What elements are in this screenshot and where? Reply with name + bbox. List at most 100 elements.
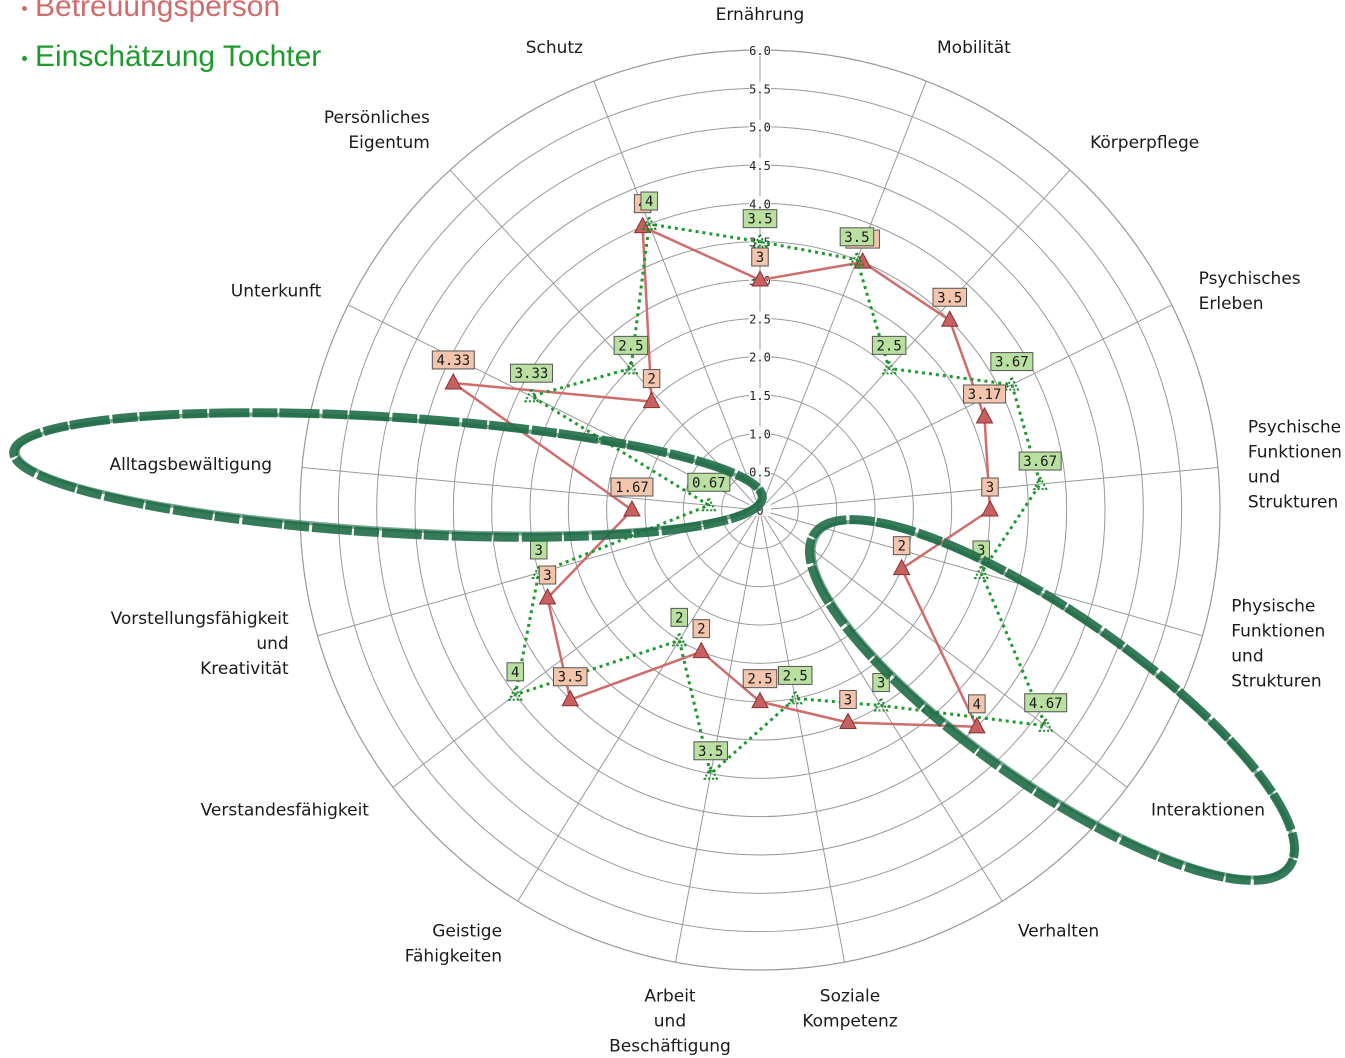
category-label-psychisches: Erleben (1199, 294, 1264, 314)
data-point[interactable] (703, 764, 719, 780)
tick-label: 5.0 (749, 121, 771, 135)
data-point[interactable] (849, 250, 865, 266)
category-label-arbeit: und (654, 1012, 686, 1032)
value-label-box (506, 662, 525, 682)
grid-spoke (517, 509, 761, 902)
data-point[interactable] (623, 499, 641, 517)
data-point[interactable] (561, 689, 580, 707)
tick-label: 2.5 (749, 312, 771, 326)
data-point[interactable] (1004, 375, 1020, 391)
highlight-ellipse (9, 408, 767, 542)
value-label-box (610, 477, 654, 497)
data-point[interactable] (751, 269, 769, 287)
data-point[interactable] (968, 716, 986, 734)
highlight-ellipse (15, 412, 763, 536)
data-point[interactable] (751, 691, 769, 709)
series-einschätzung-tochter (507, 214, 1054, 780)
legend-marker-tochter (22, 55, 27, 61)
grid-spoke (593, 80, 761, 511)
legend-item-tochter[interactable]: Einschätzung Tochter (22, 32, 321, 82)
category-label-psychische: Psychische (1248, 417, 1341, 437)
grid-spoke (759, 304, 1172, 511)
grid-spoke (759, 509, 1128, 788)
category-label-psychische: und (1248, 467, 1280, 487)
data-point[interactable] (752, 232, 768, 248)
category-label-unterkunft: Unterkunft (231, 282, 322, 302)
data-point[interactable] (1038, 716, 1054, 732)
value-label: 2.5 (747, 672, 772, 688)
data-point[interactable] (671, 631, 687, 647)
value-label-box (990, 352, 1034, 372)
data-point[interactable] (641, 214, 657, 231)
data-point[interactable] (642, 391, 661, 409)
data-point[interactable] (623, 359, 639, 375)
value-label-box (871, 335, 907, 355)
category-label-vorstellungsfähigkeit: und (256, 634, 288, 654)
category-label-physische: Physische (1231, 597, 1315, 617)
data-point[interactable] (1032, 474, 1048, 491)
tick-label: 4.5 (749, 159, 771, 173)
legend-label-betreuungsperson: Betreuungsperson (35, 0, 281, 23)
legend: Betreuungsperson Einschätzung Tochter (22, 0, 321, 82)
value-label-box (742, 669, 778, 689)
category-label-physische: und (1231, 647, 1263, 667)
highlight-ellipse (811, 519, 1296, 880)
data-point[interactable] (975, 406, 994, 424)
value-label-box (640, 191, 658, 211)
data-point[interactable] (787, 689, 803, 705)
category-label-arbeit: Arbeit (644, 987, 696, 1007)
category-label-persönliches: Eigentum (348, 133, 430, 153)
value-label: 3.5 (698, 744, 723, 760)
data-point[interactable] (701, 496, 717, 512)
category-label-geistige: Geistige (432, 922, 502, 942)
value-label: 3 (756, 250, 764, 266)
category-label-arbeit: Beschäftigung (609, 1037, 731, 1057)
tick-label: 5.5 (749, 82, 771, 96)
data-point[interactable] (692, 641, 711, 659)
data-point[interactable] (940, 310, 959, 327)
value-label: 2 (675, 610, 683, 626)
legend-item-betreuungsperson[interactable]: Betreuungsperson (22, 0, 321, 32)
tick-label-bg (749, 426, 771, 440)
data-point[interactable] (523, 386, 540, 403)
tick-label-bg (749, 388, 771, 401)
data-point[interactable] (892, 558, 911, 576)
value-label-box (839, 689, 857, 709)
tick-label-bg (749, 158, 771, 171)
category-labels: Ernährung Mobilität Körperpflege Psychische… (109, 5, 1341, 1057)
value-label-box (981, 477, 999, 497)
tick-label-bg (749, 119, 771, 133)
category-label-psychische: Funktionen (1248, 442, 1342, 462)
data-point[interactable] (839, 712, 857, 729)
value-label-box (932, 287, 967, 307)
value-labels: 3 3.5 3.5 3.17 3 2 4 3 2.5 2 3.5 3 1.67 4.33 2 4 3.5 3.5 2… (431, 191, 1068, 761)
data-point[interactable] (531, 563, 547, 579)
category-label-physische: Strukturen (1231, 672, 1321, 692)
value-label-box (968, 694, 986, 714)
tick-label-bg (749, 196, 771, 210)
data-point[interactable] (881, 359, 897, 375)
data-point[interactable] (444, 372, 463, 390)
value-label-box (670, 607, 689, 627)
category-label-interaktionen: Interaktionen (1151, 800, 1265, 820)
value-label: 4 (645, 194, 653, 210)
value-label-box (431, 350, 475, 370)
tick-label: 6.0 (749, 44, 771, 58)
data-point[interactable] (873, 696, 889, 712)
value-label: 3 (535, 543, 543, 559)
value-label: 3 (986, 480, 994, 496)
data-point[interactable] (973, 563, 989, 579)
data-point[interactable] (981, 499, 999, 517)
category-label-schutz: Schutz (526, 38, 583, 58)
value-label-box (742, 209, 778, 229)
category-label-körperpflege: Körperpflege (1090, 133, 1199, 153)
category-label-mobilität: Mobilität (937, 38, 1011, 58)
data-point[interactable] (538, 587, 557, 605)
highlight-ellipse (804, 515, 1300, 885)
category-label-vorstellungsfähigkeit: Vorstellungsfähigkeit (111, 609, 289, 629)
category-label-verhalten: Verhalten (1018, 922, 1099, 942)
value-label-box (613, 335, 649, 355)
category-label-soziale: Soziale (820, 987, 880, 1007)
data-point[interactable] (507, 685, 523, 701)
